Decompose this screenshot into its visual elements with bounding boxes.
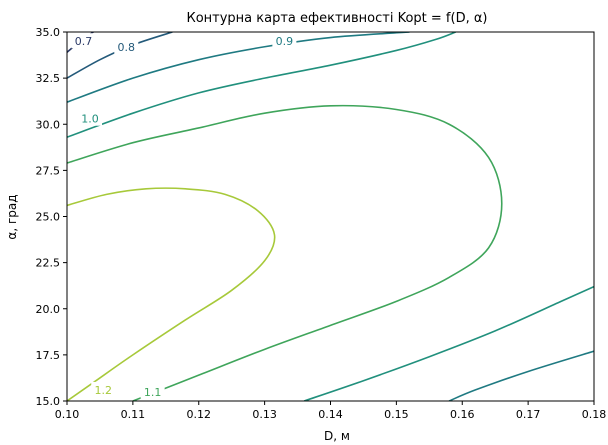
chart-title: Контурна карта ефективності Kopt = f(D, …: [186, 11, 487, 26]
contour-label-1-0: 1.0: [81, 113, 99, 126]
contour-line-1-1-0: [67, 104, 503, 401]
contour-label-backdrop: [71, 33, 96, 49]
contour-label-backdrop: [91, 381, 116, 397]
x-tick-label: 0.17: [516, 408, 541, 421]
contour-lines: [67, 32, 594, 401]
contour-line-0-9-1: [448, 350, 594, 401]
y-tick-label: 22.5: [36, 257, 61, 270]
contour-label-backdrop: [140, 383, 165, 399]
y-tick-label: 27.5: [36, 164, 61, 177]
x-axis: 0.10 0.11 0.12 0.13 0.14 0.15 0.16 0.17 0.18: [55, 401, 607, 421]
y-axis: 15.0 17.5 20.0 22.5 25.0 27.5 30.0 32.5 35.0: [36, 26, 67, 408]
contour-label-1-1: 1.1: [144, 386, 162, 399]
contour-line-1-0-0: [67, 32, 456, 138]
contour-label-backdrop: [114, 38, 139, 54]
x-tick-label: 0.11: [121, 408, 146, 421]
y-tick-label: 17.5: [36, 349, 61, 362]
contour-label-0-7: 0.7: [75, 35, 93, 48]
x-tick-label: 0.10: [55, 408, 80, 421]
x-tick-label: 0.12: [187, 408, 212, 421]
y-axis-label: α, град: [5, 194, 19, 239]
x-tick-label: 0.13: [252, 408, 277, 421]
contour-label-0-9: 0.9: [276, 35, 294, 48]
y-tick-label: 20.0: [36, 303, 61, 316]
x-tick-label: 0.15: [384, 408, 409, 421]
contour-label-backdrop: [272, 33, 297, 49]
x-tick-label: 0.16: [450, 408, 475, 421]
y-tick-label: 32.5: [36, 72, 61, 85]
contour-line-1-2-0: [67, 187, 276, 401]
x-axis-label: D, м: [324, 429, 350, 443]
contour-line-0-9-0: [67, 32, 410, 103]
x-tick-label: 0.18: [582, 408, 607, 421]
y-tick-label: 35.0: [36, 26, 61, 39]
contour-label-backdrop: [78, 110, 103, 126]
y-tick-label: 15.0: [36, 395, 61, 408]
x-tick-label: 0.14: [318, 408, 343, 421]
contour-line-1-0-1: [303, 285, 594, 401]
contour-label-1-2: 1.2: [94, 384, 112, 397]
y-tick-label: 30.0: [36, 118, 61, 131]
contour-label-0-8: 0.8: [118, 41, 136, 54]
contour-labels: 0.7 0.8 0.9 1.0 1.1 1.2: [71, 33, 297, 399]
y-tick-label: 25.0: [36, 211, 61, 224]
